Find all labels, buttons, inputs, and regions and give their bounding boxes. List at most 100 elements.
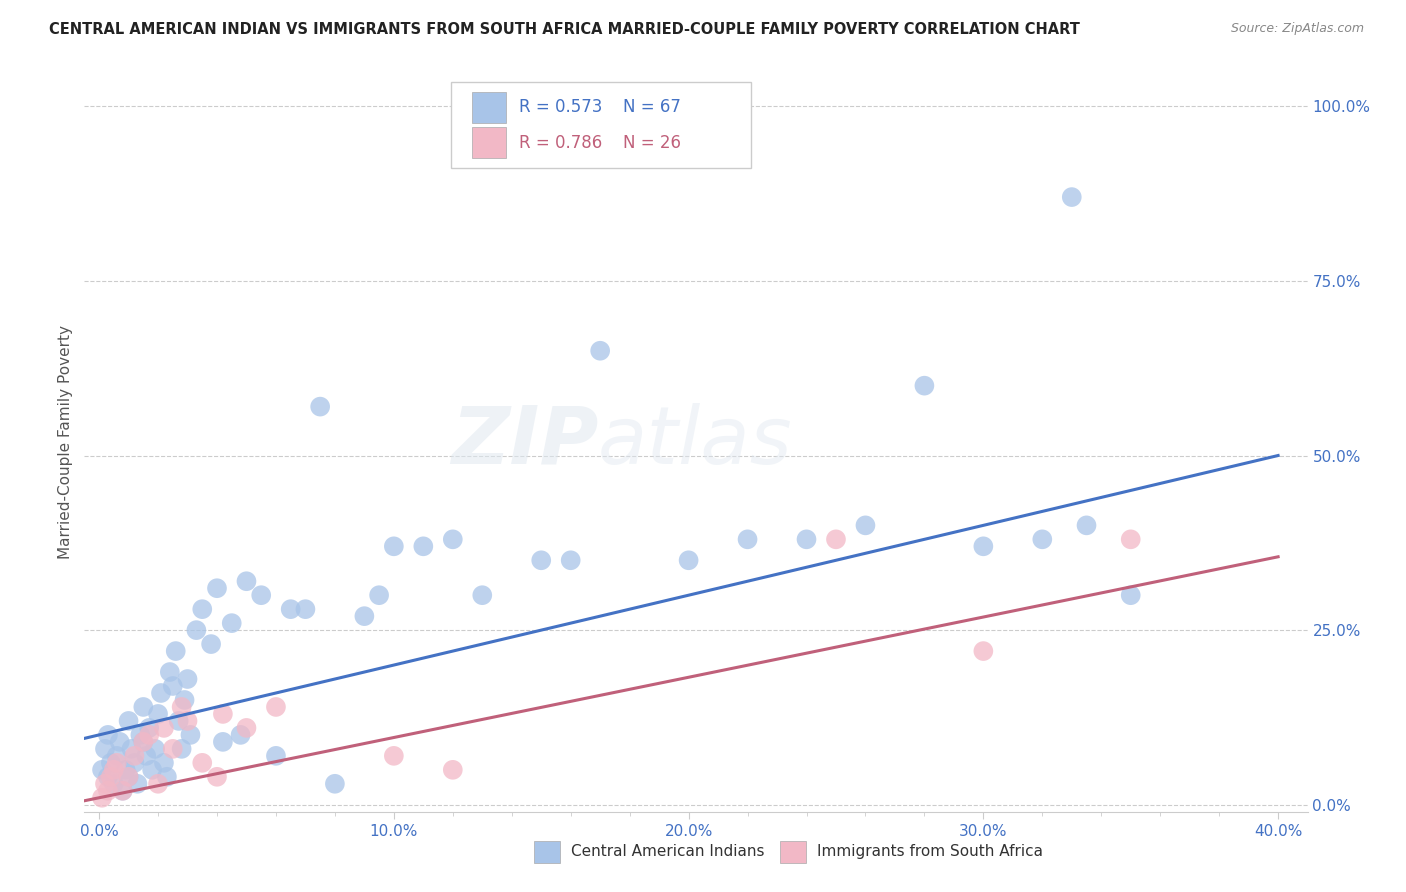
Point [173, 693, 195, 707]
Point [1060, 190, 1083, 204]
Point [117, 770, 139, 784]
Point [129, 728, 152, 742]
Point [105, 756, 128, 770]
Point [560, 553, 582, 567]
Point [103, 763, 125, 777]
Point [191, 756, 214, 770]
Text: Immigrants from South Africa: Immigrants from South Africa [817, 845, 1043, 859]
Point [221, 616, 243, 631]
Point [97, 784, 120, 798]
Text: R = 0.573: R = 0.573 [519, 98, 602, 116]
Point [132, 700, 155, 714]
Point [264, 748, 287, 763]
Point [124, 756, 146, 770]
Text: N = 67: N = 67 [623, 98, 681, 116]
Point [167, 714, 190, 728]
Point [368, 588, 391, 602]
Point [229, 728, 252, 742]
Point [855, 518, 877, 533]
Point [135, 748, 157, 763]
Point [111, 784, 134, 798]
Point [146, 706, 169, 721]
Point [97, 770, 120, 784]
Point [412, 539, 434, 553]
Point [176, 672, 198, 686]
Point [165, 644, 187, 658]
Bar [472, 92, 506, 123]
Point [153, 756, 176, 770]
Point [186, 623, 208, 637]
Point [138, 728, 160, 742]
Y-axis label: Married-Couple Family Poverty: Married-Couple Family Poverty [58, 325, 73, 558]
Point [441, 533, 464, 547]
Point [235, 721, 257, 735]
Point [212, 735, 235, 749]
Point [796, 533, 818, 547]
Point [91, 790, 114, 805]
Point [91, 763, 114, 777]
Point [105, 748, 128, 763]
Point [200, 637, 222, 651]
Point [972, 644, 994, 658]
Point [108, 735, 131, 749]
Point [737, 533, 759, 547]
Point [353, 609, 375, 624]
Point [138, 721, 160, 735]
Point [212, 706, 235, 721]
Point [264, 700, 287, 714]
Point [678, 553, 700, 567]
Point [441, 763, 464, 777]
Text: Source: ZipAtlas.com: Source: ZipAtlas.com [1230, 22, 1364, 36]
Point [170, 742, 193, 756]
Text: N = 26: N = 26 [623, 134, 681, 152]
Point [250, 588, 273, 602]
Point [162, 679, 184, 693]
Point [132, 735, 155, 749]
Point [1076, 518, 1098, 533]
Point [1031, 533, 1053, 547]
Point [179, 728, 201, 742]
Point [280, 602, 302, 616]
Point [323, 777, 346, 791]
Point [589, 343, 612, 358]
Point [205, 770, 228, 784]
Point [530, 553, 553, 567]
Point [143, 742, 166, 756]
Point [309, 400, 332, 414]
Point [132, 735, 155, 749]
Text: R = 0.786: R = 0.786 [519, 134, 602, 152]
Point [100, 756, 122, 770]
Point [156, 770, 179, 784]
Point [235, 574, 257, 589]
Point [382, 748, 405, 763]
Point [114, 763, 136, 777]
Point [141, 763, 163, 777]
Point [159, 665, 181, 679]
Bar [472, 128, 506, 159]
Point [382, 539, 405, 553]
Point [1119, 533, 1142, 547]
Point [191, 602, 214, 616]
Point [97, 728, 120, 742]
Point [103, 777, 125, 791]
Point [94, 777, 117, 791]
Point [162, 742, 184, 756]
Text: ZIP: ZIP [451, 402, 598, 481]
Text: atlas: atlas [598, 402, 793, 481]
Point [153, 721, 176, 735]
Point [471, 588, 494, 602]
Point [972, 539, 994, 553]
Point [117, 770, 139, 784]
Point [111, 784, 134, 798]
Point [205, 581, 228, 595]
Point [150, 686, 173, 700]
Point [294, 602, 316, 616]
Point [94, 742, 117, 756]
FancyBboxPatch shape [451, 82, 751, 168]
Point [1119, 588, 1142, 602]
Point [124, 748, 146, 763]
Point [912, 378, 935, 392]
Point [146, 777, 169, 791]
Point [117, 714, 139, 728]
Point [170, 700, 193, 714]
